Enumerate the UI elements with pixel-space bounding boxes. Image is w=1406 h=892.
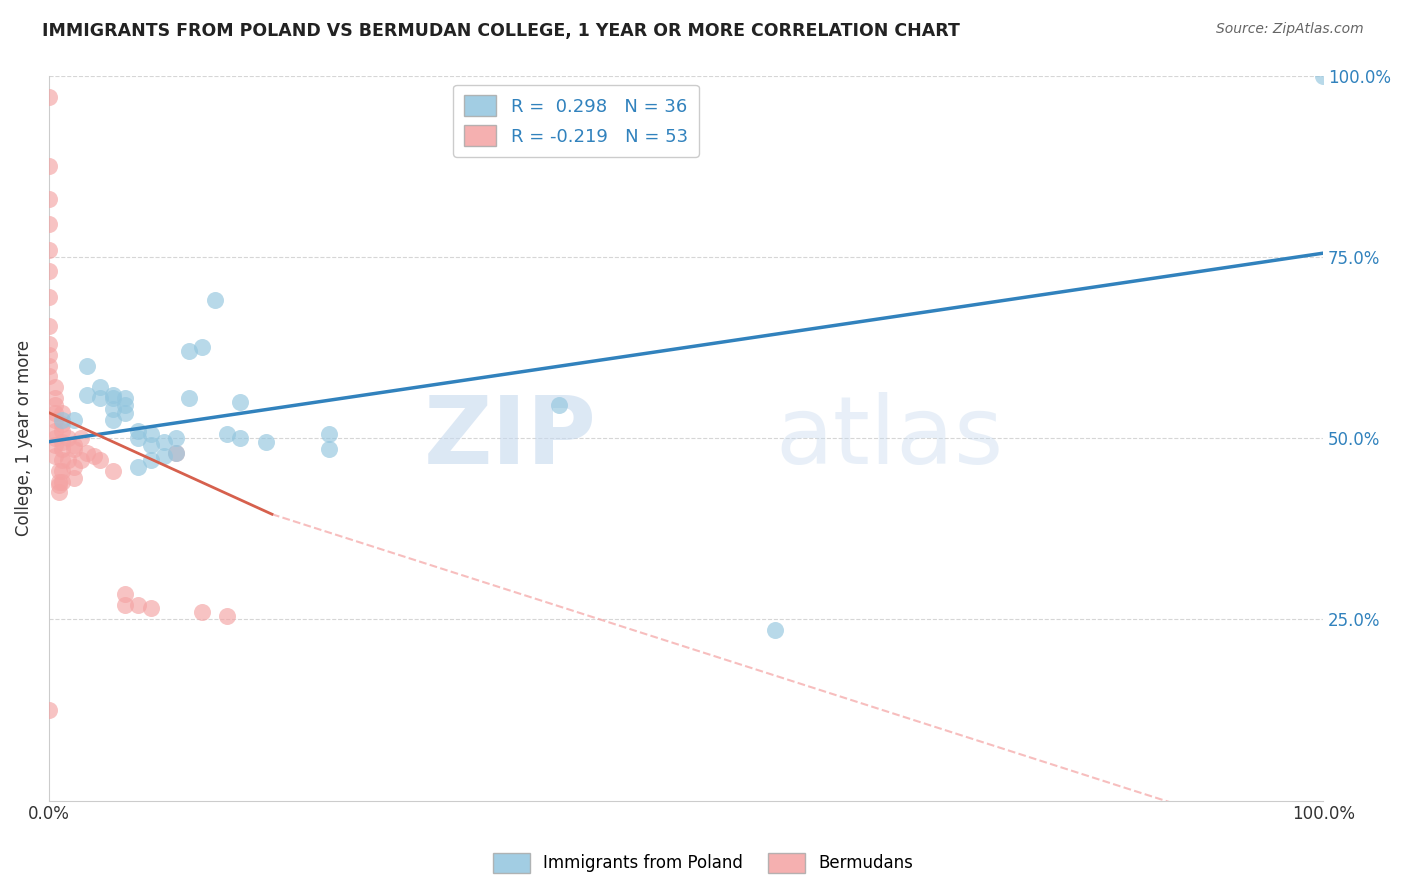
- Point: [165, 445, 187, 459]
- Point: [127, 424, 149, 438]
- Point: [38, 359, 60, 373]
- Point: [114, 406, 136, 420]
- Point: [38, 336, 60, 351]
- Point: [114, 587, 136, 601]
- Point: [101, 402, 124, 417]
- Point: [89, 380, 111, 394]
- Point: [51, 424, 73, 438]
- Point: [56, 431, 79, 445]
- Point: [38, 369, 60, 384]
- Point: [69, 452, 91, 467]
- Point: [217, 427, 239, 442]
- Point: [51, 464, 73, 478]
- Point: [38, 290, 60, 304]
- Point: [51, 452, 73, 467]
- Point: [44, 399, 66, 413]
- Point: [63, 438, 86, 452]
- Point: [152, 434, 174, 449]
- Point: [63, 471, 86, 485]
- Point: [44, 449, 66, 463]
- Point: [38, 264, 60, 278]
- Point: [114, 598, 136, 612]
- Point: [48, 475, 70, 489]
- Point: [165, 445, 187, 459]
- Point: [51, 417, 73, 431]
- Point: [76, 445, 98, 459]
- Point: [101, 391, 124, 405]
- Point: [179, 344, 201, 359]
- Point: [44, 391, 66, 405]
- Point: [48, 478, 70, 492]
- Point: [51, 434, 73, 449]
- Text: IMMIGRANTS FROM POLAND VS BERMUDAN COLLEGE, 1 YEAR OR MORE CORRELATION CHART: IMMIGRANTS FROM POLAND VS BERMUDAN COLLE…: [42, 22, 960, 40]
- Point: [56, 452, 79, 467]
- Text: Source: ZipAtlas.com: Source: ZipAtlas.com: [1216, 22, 1364, 37]
- Legend: R =  0.298   N = 36, R = -0.219   N = 53: R = 0.298 N = 36, R = -0.219 N = 53: [453, 85, 699, 157]
- Point: [76, 387, 98, 401]
- Point: [763, 624, 786, 638]
- Point: [191, 605, 214, 619]
- Point: [204, 293, 226, 308]
- Point: [38, 318, 60, 333]
- Point: [217, 608, 239, 623]
- Point: [44, 413, 66, 427]
- Y-axis label: College, 1 year or more: College, 1 year or more: [15, 340, 32, 536]
- Point: [114, 391, 136, 405]
- Point: [38, 159, 60, 173]
- Point: [44, 438, 66, 452]
- Point: [229, 431, 252, 445]
- Point: [101, 464, 124, 478]
- Point: [127, 598, 149, 612]
- Legend: Immigrants from Poland, Bermudans: Immigrants from Poland, Bermudans: [486, 847, 920, 880]
- Point: [139, 427, 162, 442]
- Point: [101, 387, 124, 401]
- Point: [63, 413, 86, 427]
- Point: [83, 449, 105, 463]
- Point: [318, 442, 340, 456]
- Point: [63, 460, 86, 475]
- Point: [38, 90, 60, 104]
- Point: [152, 449, 174, 463]
- Point: [191, 340, 214, 354]
- Point: [165, 431, 187, 445]
- Text: ZIP: ZIP: [425, 392, 598, 484]
- Point: [63, 442, 86, 456]
- Point: [139, 438, 162, 452]
- Point: [1312, 69, 1334, 83]
- Point: [318, 427, 340, 442]
- Point: [139, 452, 162, 467]
- Point: [51, 475, 73, 489]
- Point: [38, 348, 60, 362]
- Point: [38, 192, 60, 206]
- Point: [547, 399, 569, 413]
- Point: [48, 464, 70, 478]
- Point: [127, 460, 149, 475]
- Point: [44, 380, 66, 394]
- Point: [139, 601, 162, 615]
- Point: [127, 431, 149, 445]
- Point: [76, 359, 98, 373]
- Point: [51, 413, 73, 427]
- Point: [89, 452, 111, 467]
- Point: [51, 406, 73, 420]
- Point: [114, 399, 136, 413]
- Point: [44, 406, 66, 420]
- Point: [38, 703, 60, 717]
- Point: [254, 434, 277, 449]
- Point: [38, 243, 60, 257]
- Point: [69, 431, 91, 445]
- Point: [89, 391, 111, 405]
- Point: [48, 485, 70, 500]
- Text: atlas: atlas: [775, 392, 1004, 484]
- Point: [38, 217, 60, 231]
- Point: [179, 391, 201, 405]
- Point: [44, 431, 66, 445]
- Point: [44, 424, 66, 438]
- Point: [101, 413, 124, 427]
- Point: [229, 394, 252, 409]
- Point: [51, 442, 73, 456]
